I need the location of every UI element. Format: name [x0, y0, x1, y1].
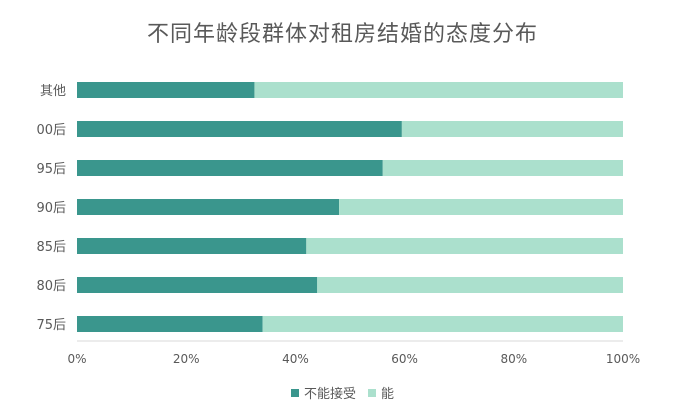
legend-item-series-2: 能	[368, 383, 394, 402]
legend: 不能接受 能	[0, 383, 685, 402]
x-tick-label-2: 40%	[282, 352, 309, 366]
category-label-5: 80后	[36, 279, 66, 294]
category-label-0: 其他	[40, 84, 66, 99]
x-tick-label-3: 60%	[391, 352, 418, 366]
bar-accept-5	[317, 277, 623, 293]
bar-not-accept-1	[77, 121, 402, 137]
bar-not-accept-3	[77, 199, 340, 215]
category-label-2: 95后	[36, 162, 66, 177]
category-label-1: 00后	[36, 123, 66, 138]
bar-accept-2	[382, 160, 623, 176]
legend-swatch-series-1	[290, 388, 299, 397]
bar-not-accept-6	[77, 316, 263, 332]
legend-label-series-1: 不能接受	[303, 387, 356, 402]
legend-item-series-1: 不能接受	[290, 383, 356, 402]
bar-not-accept-5	[77, 277, 318, 293]
bar-accept-0	[254, 82, 623, 98]
legend-swatch-series-2	[368, 388, 376, 397]
category-label-6: 75后	[36, 318, 66, 333]
bar-not-accept-0	[77, 82, 255, 98]
bar-not-accept-4	[77, 238, 307, 254]
x-tick-label-5: 100%	[606, 352, 640, 366]
category-label-3: 90后	[36, 201, 66, 216]
category-label-4: 85后	[36, 240, 66, 255]
legend-label-series-2: 能	[381, 387, 395, 402]
bar-accept-1	[401, 121, 623, 137]
x-tick-label-1: 20%	[173, 352, 200, 366]
x-tick-label-0: 0%	[67, 352, 86, 366]
bar-accept-4	[306, 238, 623, 254]
chart-title: 不同年龄段群体对租房结婚的态度分布	[146, 22, 538, 47]
bar-accept-3	[339, 199, 623, 215]
x-tick-label-4: 80%	[500, 352, 527, 366]
bar-not-accept-2	[77, 160, 383, 176]
bar-accept-6	[262, 316, 623, 332]
